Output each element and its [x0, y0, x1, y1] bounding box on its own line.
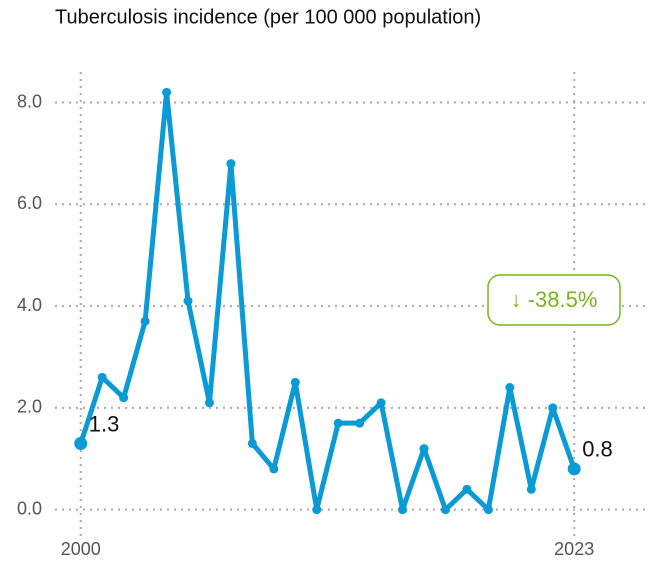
line [78, 89, 577, 513]
point [247, 438, 257, 448]
point [505, 383, 515, 393]
point [419, 444, 429, 454]
change-badge: ↓ -38.5% [487, 274, 621, 326]
badge-text: ↓ -38.5% [511, 287, 598, 312]
point [398, 505, 408, 515]
x-tick-label: 2000 [61, 539, 101, 559]
point [462, 484, 472, 494]
point [440, 505, 450, 515]
point [376, 398, 386, 408]
point [269, 464, 279, 474]
point [312, 505, 322, 515]
y-tick-label: 4.0 [17, 295, 42, 315]
point [119, 393, 129, 403]
point [74, 436, 88, 450]
point [355, 418, 365, 428]
y-tick-label: 6.0 [17, 193, 42, 213]
point [140, 316, 150, 326]
point [290, 377, 300, 387]
x-tick-label: 2023 [554, 539, 594, 559]
point [567, 462, 581, 476]
point [333, 418, 343, 428]
point [226, 159, 236, 169]
point [483, 505, 493, 515]
point [183, 296, 193, 306]
chart-title: Tuberculosis incidence (per 100 000 popu… [55, 6, 481, 28]
y-tick-label: 0.0 [17, 498, 42, 518]
point [162, 87, 172, 97]
point [526, 484, 536, 494]
start-label: 1.3 [89, 411, 120, 436]
point [548, 403, 558, 413]
y-tick-label: 8.0 [17, 91, 42, 111]
end-label: 0.8 [582, 437, 613, 462]
y-tick-label: 2.0 [17, 397, 42, 417]
point [97, 372, 107, 382]
badge-box [487, 274, 621, 326]
point [204, 398, 214, 408]
